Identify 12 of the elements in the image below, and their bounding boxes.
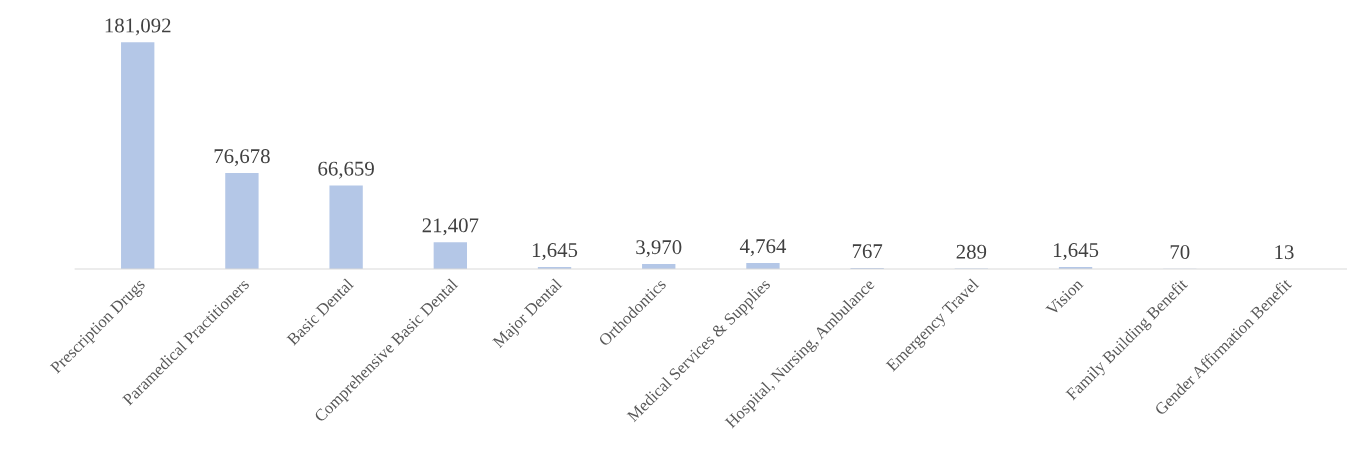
data-label: 1,645 [532, 243, 578, 261]
data-label: 70 [1170, 245, 1190, 260]
data-label: 21,407 [422, 218, 479, 236]
data-label: 181,092 [105, 18, 171, 36]
data-label: 66,659 [318, 161, 374, 179]
data-label: 3,970 [636, 240, 682, 258]
data-label: 767 [852, 244, 883, 259]
data-label: 13 [1275, 245, 1294, 260]
data-label: 76,678 [214, 149, 270, 167]
data-label: 4,764 [739, 239, 787, 257]
data-label: 1,645 [1053, 243, 1099, 261]
data-label: 289 [956, 244, 987, 259]
